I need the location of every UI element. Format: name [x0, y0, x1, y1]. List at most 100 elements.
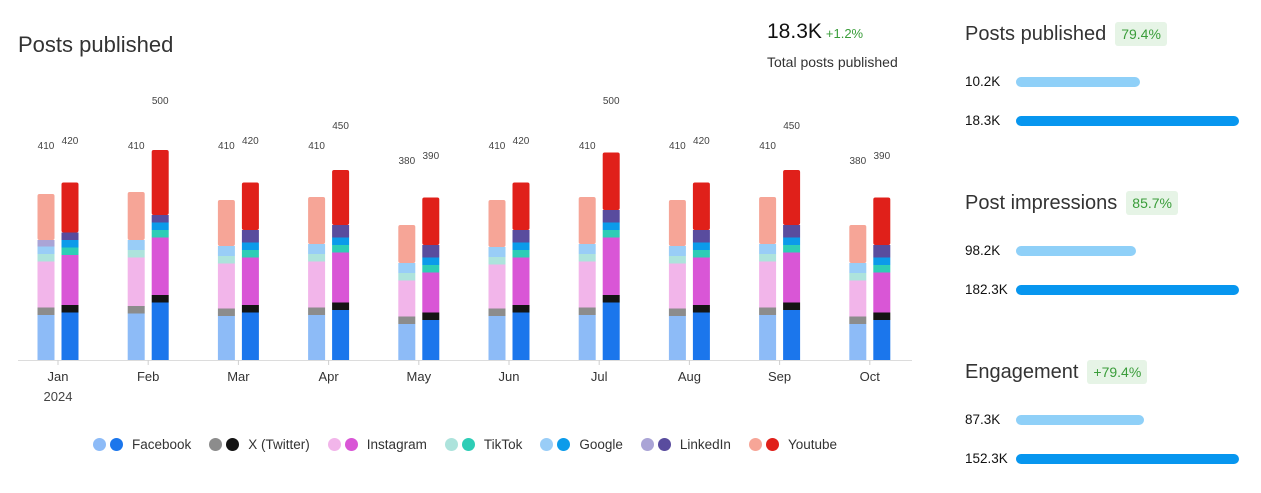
bar-segment-google — [849, 263, 867, 273]
legend-label: TikTok — [483, 437, 523, 452]
metric-row-previous: 87.3K — [965, 412, 1245, 427]
legend-item-linkedin[interactable]: LinkedIn — [640, 437, 731, 452]
bar-segment-tiktok — [61, 247, 79, 255]
bar-segment-google — [422, 257, 440, 265]
metric-badge: +79.4% — [1087, 360, 1148, 384]
chart-title: Posts published — [18, 32, 174, 57]
bar-total-label: 390 — [873, 151, 890, 162]
legend-item-google[interactable]: Google — [540, 437, 623, 452]
bar-segment-youtube — [783, 170, 801, 225]
bar-segment-tiktok — [332, 245, 350, 253]
bar-total-label: 420 — [62, 136, 79, 147]
bar-total-label: 410 — [308, 141, 325, 152]
legend-label: Google — [579, 437, 623, 452]
bar-segment-instagram — [37, 261, 55, 308]
bar-total-label: 410 — [38, 141, 55, 152]
bar-segment-x-twitter — [332, 302, 350, 310]
metric-current-bar — [1016, 453, 1239, 464]
bar-segment-facebook — [488, 316, 506, 360]
bar-segment-google — [692, 242, 710, 250]
metric-title: Post impressions — [965, 191, 1118, 214]
bar-segment-linkedin — [692, 230, 710, 243]
bar-segment-youtube — [488, 200, 506, 247]
bar-segment-x-twitter — [578, 307, 596, 315]
bar-segment-youtube — [308, 197, 326, 244]
bar-segment-linkedin — [37, 240, 55, 247]
bar-segment-x-twitter — [422, 312, 440, 320]
bar-total-label: 410 — [218, 141, 235, 152]
x-tick-label: Oct — [860, 369, 881, 384]
bar-segment-x-twitter — [127, 306, 145, 314]
legend-item-youtube[interactable]: Youtube — [748, 437, 837, 452]
bar-segment-tiktok — [308, 254, 326, 262]
metric-row-current: 152.3K — [965, 451, 1245, 466]
bar-segment-linkedin — [512, 230, 530, 243]
bar-segment-youtube — [217, 200, 235, 246]
bar-segment-instagram — [241, 257, 259, 305]
bar-segment-facebook — [151, 302, 169, 360]
metric-row-current: 18.3K — [965, 113, 1245, 128]
bar-segment-google — [759, 244, 777, 254]
metric-badge: 79.4% — [1115, 22, 1167, 46]
bar-segment-youtube — [578, 197, 596, 244]
metric-posts-published: Posts published 79.4% 10.2K 18.3K — [965, 22, 1245, 132]
metric-badge: 85.7% — [1126, 191, 1178, 215]
x-tick-label: May — [407, 369, 432, 384]
bar-segment-facebook — [308, 315, 326, 360]
bar-segment-facebook — [37, 315, 55, 360]
legend-dot-light — [327, 438, 341, 451]
bar-segment-tiktok — [398, 273, 416, 281]
bar-segment-tiktok — [578, 254, 596, 262]
bar-segment-x-twitter — [308, 307, 326, 315]
bar-segment-youtube — [127, 192, 145, 240]
bar-segment-google — [578, 244, 596, 254]
bar-segment-instagram — [873, 272, 891, 313]
bar-segment-tiktok — [241, 250, 259, 258]
bar-segment-x-twitter — [398, 316, 416, 324]
bar-segment-google — [512, 242, 530, 250]
bar-segment-facebook — [692, 312, 710, 360]
legend-dot-dark — [557, 438, 571, 451]
metric-title: Posts published — [965, 22, 1107, 45]
total-posts-value: 18.3K +1.2% — [767, 20, 863, 44]
bar-segment-x-twitter — [37, 307, 55, 315]
bar-segment-x-twitter — [668, 308, 686, 316]
legend-item-x-twitter[interactable]: X (Twitter) — [209, 437, 310, 452]
bar-segment-facebook — [759, 315, 777, 360]
legend-dot-dark — [461, 438, 475, 451]
bar-segment-instagram — [127, 257, 145, 306]
bar-segment-facebook — [61, 312, 79, 360]
legend-dot-light — [748, 438, 762, 451]
bar-total-label: 420 — [242, 136, 259, 147]
bar-total-label: 500 — [152, 96, 169, 107]
x-tick-label: Apr — [318, 369, 339, 384]
bar-segment-linkedin — [873, 245, 891, 258]
bar-segment-linkedin — [61, 232, 79, 240]
legend-dot-light — [540, 438, 554, 451]
legend-item-instagram[interactable]: Instagram — [327, 437, 427, 452]
bar-segment-tiktok — [422, 265, 440, 273]
bar-segment-instagram — [512, 257, 530, 305]
bar-total-label: 410 — [669, 141, 686, 152]
legend-label: Youtube — [787, 437, 837, 452]
legend-item-tiktok[interactable]: TikTok — [444, 437, 523, 452]
bar-segment-google — [602, 222, 620, 230]
metric-previous-value: 87.3K — [965, 412, 1001, 427]
legend-item-facebook[interactable]: Facebook — [92, 437, 191, 452]
legend-label: LinkedIn — [679, 437, 731, 452]
bar-segment-youtube — [422, 197, 440, 245]
bar-segment-tiktok — [488, 257, 506, 265]
bar-segment-youtube — [759, 197, 777, 244]
bar-total-label: 390 — [422, 151, 439, 162]
bar-total-label: 500 — [603, 96, 620, 107]
bar-segment-tiktok — [151, 230, 169, 238]
bar-segment-youtube — [37, 194, 55, 240]
bar-segment-tiktok — [849, 273, 867, 281]
bar-segment-linkedin — [151, 215, 169, 223]
bar-segment-tiktok — [127, 250, 145, 258]
bar-segment-linkedin — [422, 245, 440, 258]
bar-segment-facebook — [578, 315, 596, 360]
bar-segment-instagram — [578, 261, 596, 308]
bar-total-label: 450 — [783, 121, 800, 132]
bar-total-label: 380 — [398, 156, 415, 167]
